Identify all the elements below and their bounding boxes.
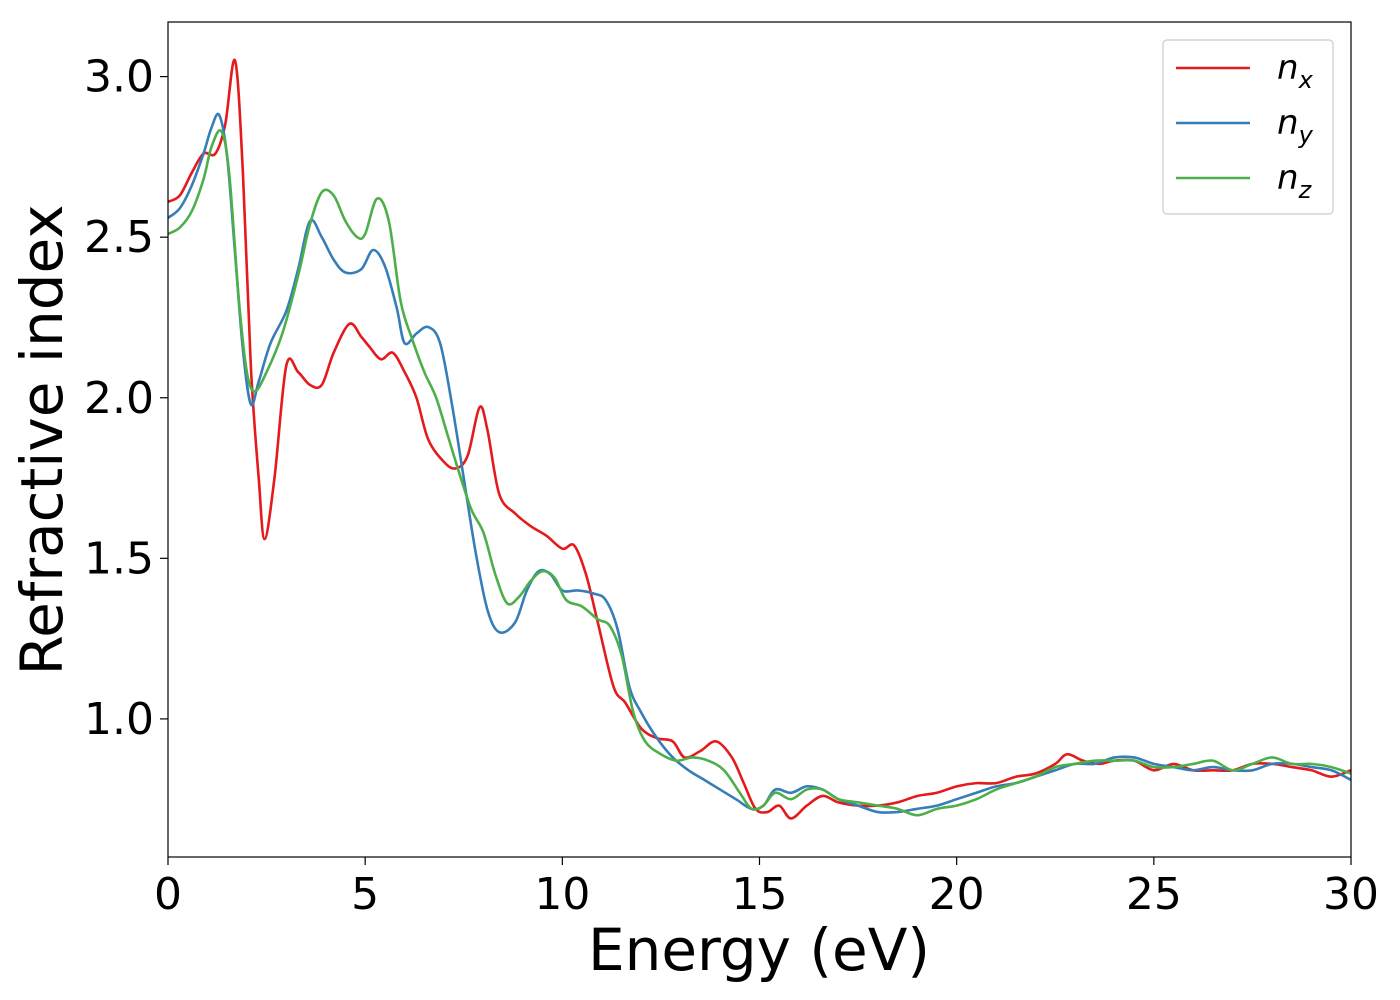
y-axis: 1.0 1.5 2.0 2.5 3.0 — [84, 52, 168, 745]
x-tick-label: 0 — [154, 869, 182, 920]
x-tick-label: 20 — [929, 869, 985, 920]
y-tick-label: 1.0 — [84, 694, 154, 745]
legend-label-ny: ny — [1277, 103, 1314, 149]
legend-label-subscript: y — [1298, 121, 1314, 149]
y-tick-label: 3.0 — [84, 52, 154, 103]
legend-label-subscript: z — [1298, 176, 1313, 204]
series-layer — [168, 58, 1351, 820]
x-tick-label: 10 — [534, 869, 590, 920]
x-axis-title: Energy (eV) — [588, 916, 930, 984]
legend-box — [1162, 39, 1334, 215]
x-tick-label: 25 — [1126, 869, 1182, 920]
x-axis: 0 5 10 15 20 25 30 — [154, 857, 1379, 920]
legend-label-nx: nx — [1277, 48, 1314, 94]
x-tick-label: 30 — [1323, 869, 1379, 920]
legend-label-nz: nz — [1277, 158, 1313, 204]
y-tick-label: 1.5 — [84, 533, 154, 584]
series-line-nz — [168, 129, 1351, 817]
y-tick-label: 2.5 — [84, 212, 154, 263]
y-tick-label: 2.0 — [84, 373, 154, 424]
legend-label-symbol: n — [1277, 48, 1299, 88]
legend-label-symbol: n — [1277, 158, 1299, 198]
legend-label-subscript: x — [1298, 66, 1314, 94]
x-tick-label: 5 — [351, 869, 379, 920]
x-tick-label: 15 — [732, 869, 788, 920]
legend-label-symbol: n — [1277, 103, 1299, 143]
y-axis-title: Refractive index — [8, 204, 76, 675]
